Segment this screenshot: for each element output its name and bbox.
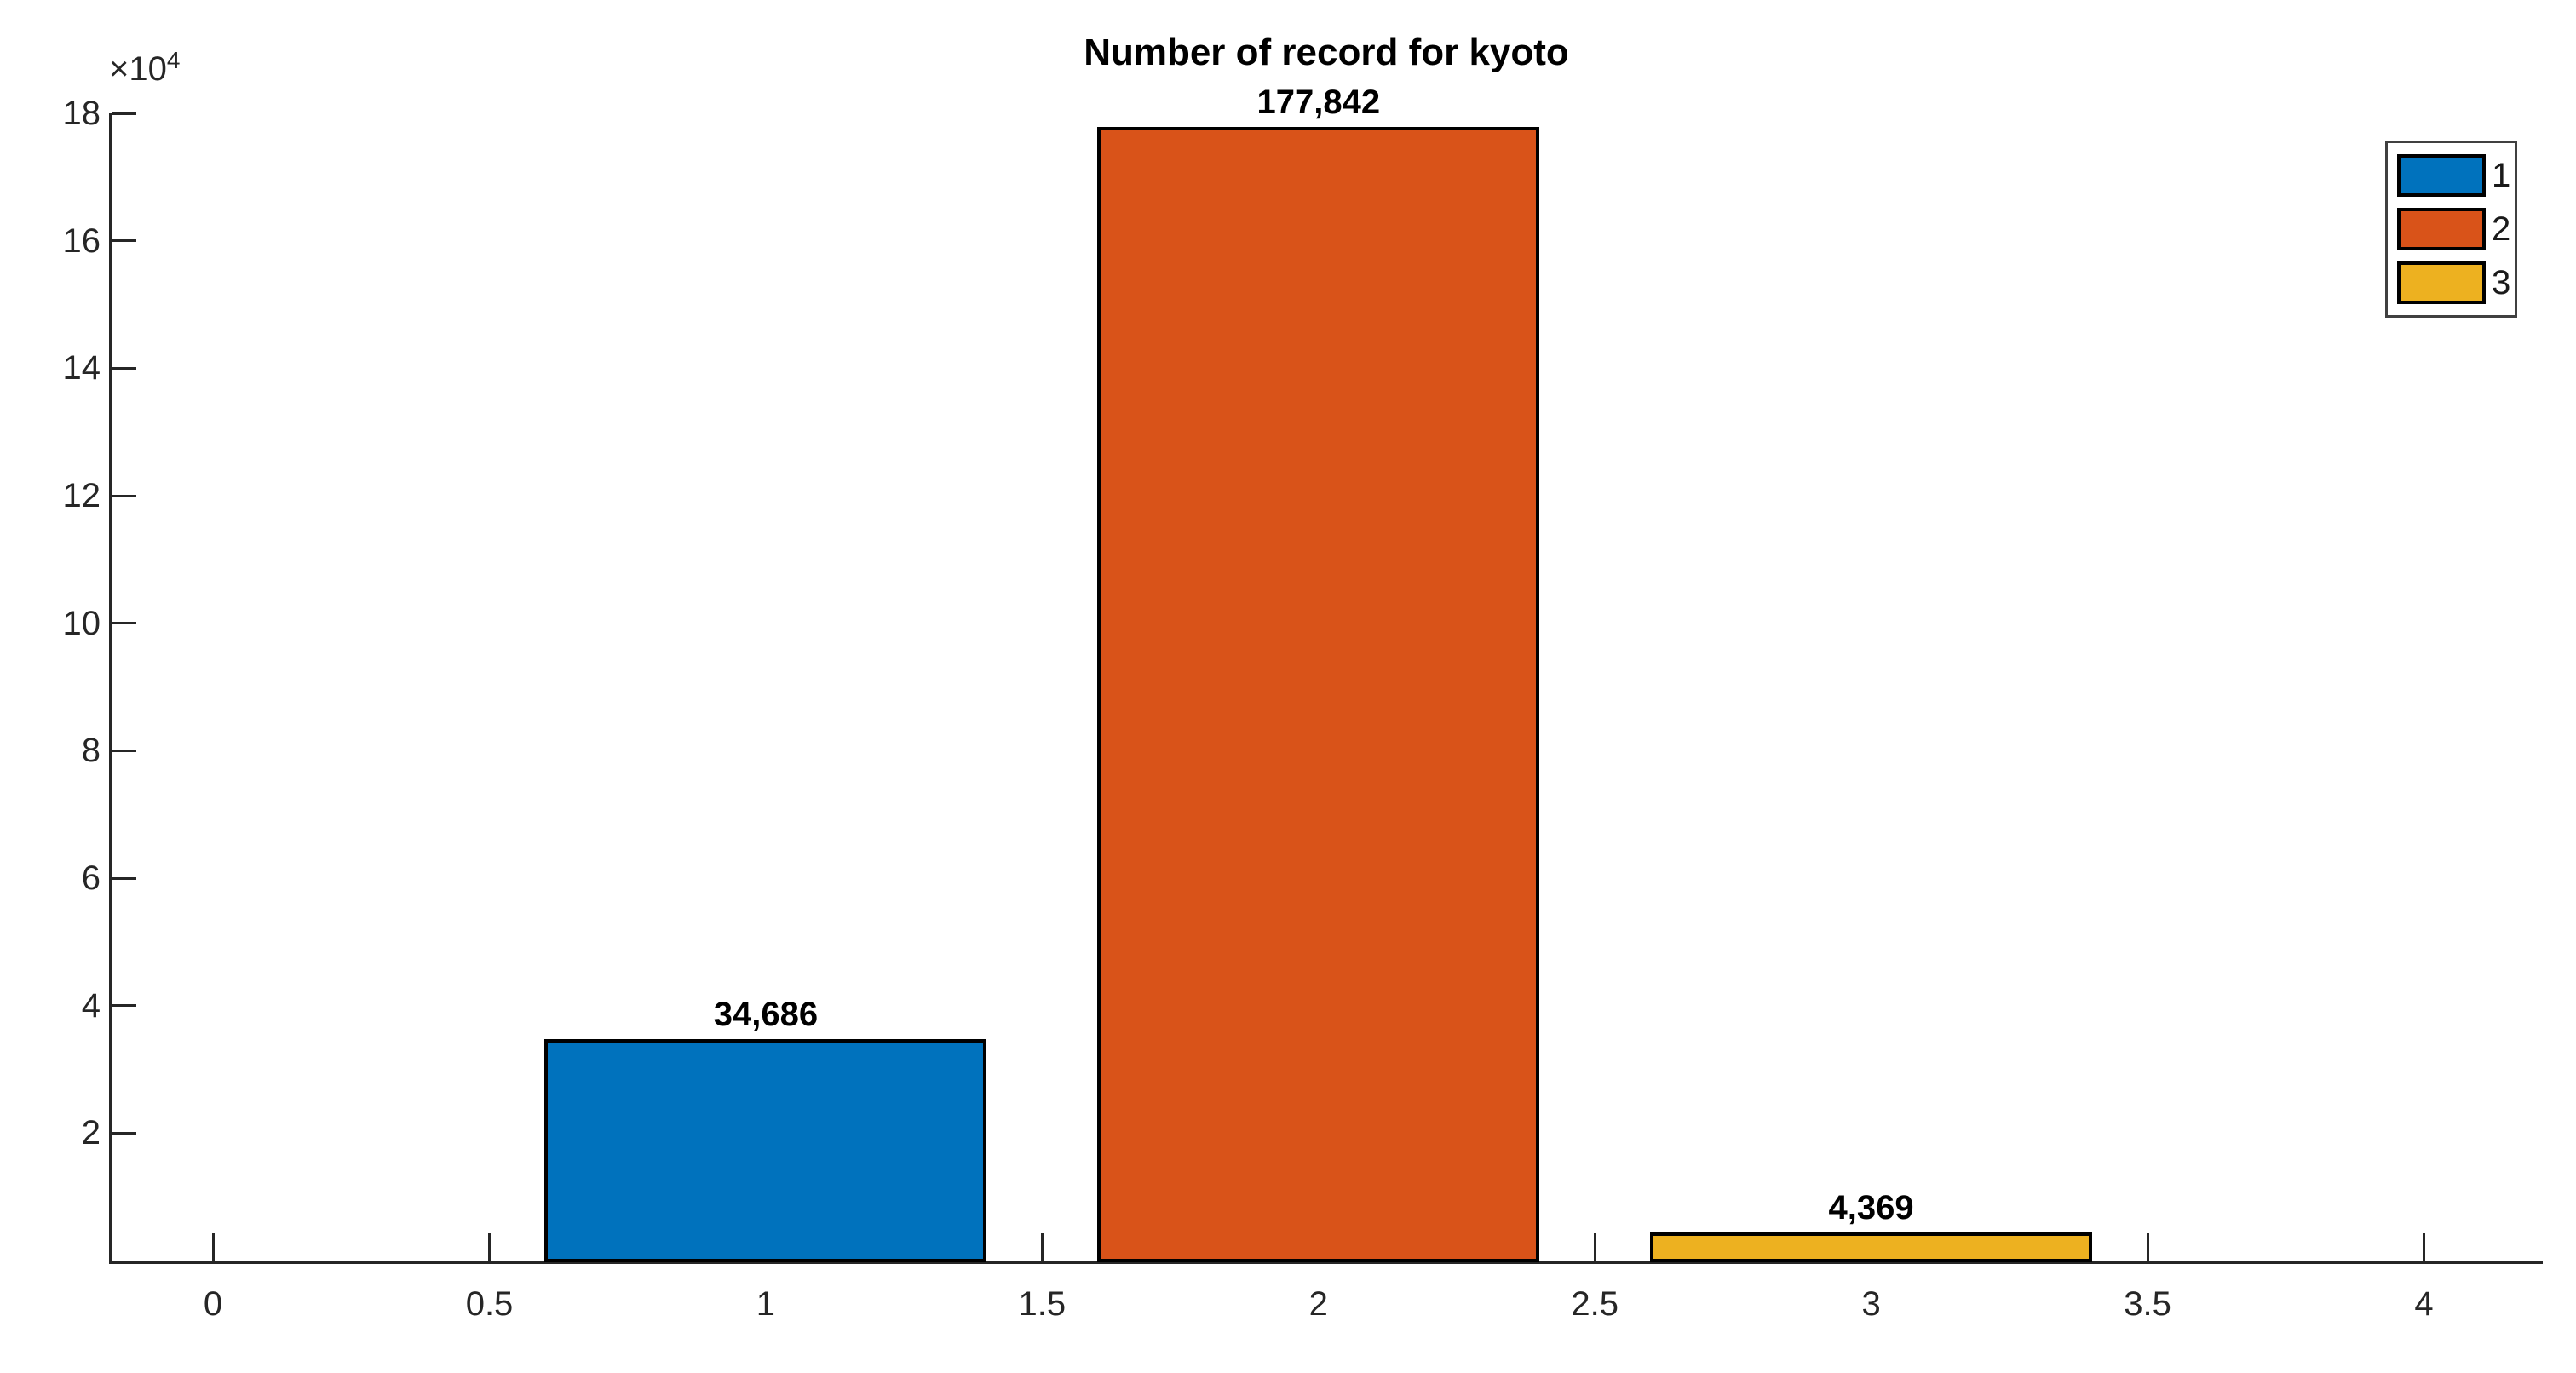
y-tick-label: 14	[62, 349, 101, 388]
legend-swatch	[2397, 154, 2486, 197]
y-tick-mark	[112, 622, 136, 625]
y-tick-label: 12	[62, 477, 101, 514]
y-tick-label: 8	[81, 732, 101, 770]
y-tick-mark	[112, 494, 136, 497]
legend-row: 2	[2388, 208, 2515, 250]
bar-value-label: 34,686	[713, 996, 819, 1034]
bar-value-label: 177,842	[1256, 83, 1381, 122]
y-tick-mark	[112, 1004, 136, 1008]
y-tick-label: 4	[81, 986, 101, 1025]
bar-1	[544, 1039, 987, 1262]
legend-label: 3	[2492, 264, 2511, 302]
x-tick-mark	[488, 1233, 491, 1261]
x-tick-mark	[2423, 1233, 2425, 1261]
y-tick-mark	[112, 1131, 136, 1135]
x-axis-line	[109, 1261, 2543, 1264]
legend-swatch	[2397, 208, 2486, 250]
bar-3	[1650, 1232, 2093, 1262]
x-tick-label: 2.5	[1571, 1285, 1619, 1323]
x-tick-mark	[211, 1233, 215, 1261]
y-tick-mark	[112, 876, 136, 880]
x-tick-mark	[2146, 1233, 2149, 1261]
y-axis-multiplier: ×104	[109, 49, 180, 89]
y-tick-mark	[112, 112, 136, 115]
x-tick-label: 3	[1861, 1285, 1881, 1323]
legend-swatch	[2397, 261, 2486, 304]
legend-row: 3	[2388, 261, 2515, 304]
legend-label: 2	[2492, 210, 2511, 248]
y-tick-label: 6	[81, 859, 101, 897]
y-tick-label: 10	[62, 604, 101, 642]
y-tick-label: 2	[81, 1114, 101, 1152]
y-tick-mark	[112, 239, 136, 243]
legend-row: 1	[2388, 154, 2515, 197]
x-tick-label: 1	[756, 1285, 776, 1323]
bar-2	[1097, 127, 1540, 1262]
y-tick-mark	[112, 366, 136, 370]
x-tick-label: 3.5	[2124, 1285, 2171, 1323]
x-tick-label: 2	[1308, 1285, 1328, 1323]
y-axis-line	[109, 113, 112, 1264]
legend: 1 2 3	[2385, 141, 2517, 318]
x-tick-label: 0	[203, 1285, 223, 1323]
y-tick-label: 18	[62, 95, 101, 132]
x-tick-label: 4	[2414, 1285, 2434, 1323]
chart-title: Number of record for kyoto	[1084, 32, 1569, 73]
y-axis-multiplier-exponent: 4	[166, 47, 181, 73]
y-tick-label: 16	[62, 221, 101, 260]
bar-value-label: 4,369	[1828, 1189, 1914, 1227]
y-tick-mark	[112, 749, 136, 752]
x-tick-label: 1.5	[1018, 1285, 1067, 1323]
x-tick-mark	[1593, 1233, 1596, 1261]
legend-label: 1	[2492, 157, 2511, 194]
x-tick-mark	[1040, 1233, 1044, 1261]
y-axis-multiplier-base: ×10	[109, 50, 167, 88]
x-tick-label: 0.5	[465, 1285, 514, 1323]
